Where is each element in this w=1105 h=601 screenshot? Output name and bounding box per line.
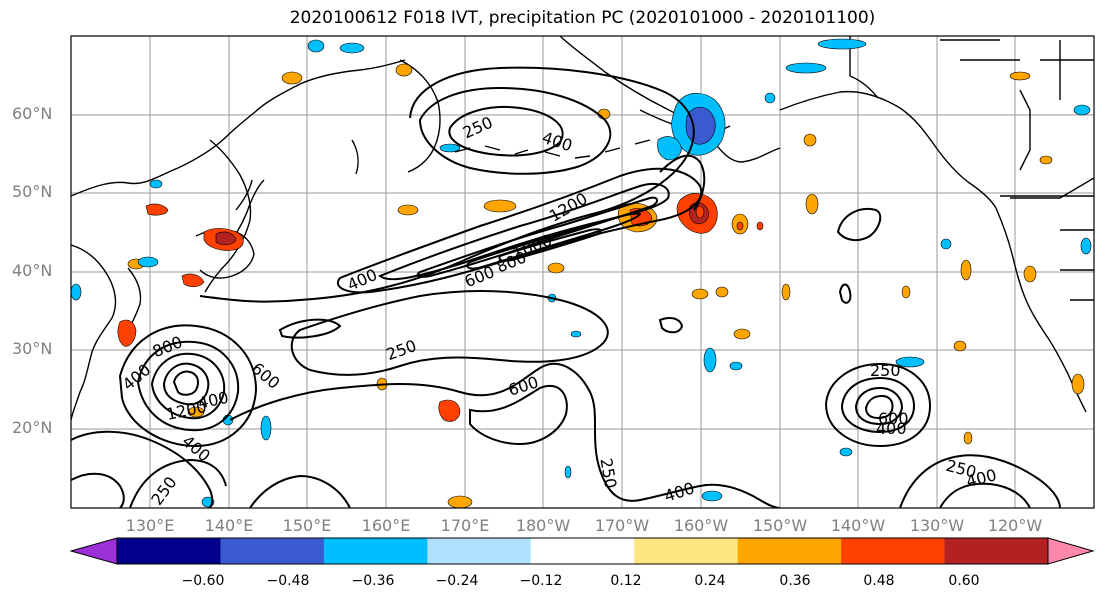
chart-title: 2020100612 F018 IVT, precipitation PC (2…	[289, 8, 876, 28]
colorbar-tick: 0.60	[948, 573, 980, 589]
lon-label: 140°E	[204, 516, 254, 535]
lat-label: 20°N	[12, 418, 53, 437]
lon-label: 130°E	[125, 516, 175, 535]
colorbar-frame	[116, 537, 1049, 565]
colorbar-segment	[220, 538, 325, 564]
colorbar-segment	[117, 538, 221, 564]
colorbar-segment	[323, 538, 428, 564]
contour-label: 600	[878, 409, 909, 428]
colorbar	[70, 537, 1095, 565]
colorbar-tick: 0.12	[610, 573, 642, 589]
colorbar-tick: 0.36	[779, 573, 811, 589]
lon-label: 120°W	[987, 516, 1043, 535]
lat-label: 50°N	[12, 182, 53, 201]
lat-label: 30°N	[12, 339, 53, 358]
lat-label: 40°N	[12, 261, 53, 280]
lat-label: 60°N	[12, 104, 53, 123]
contour-label: 400	[876, 419, 907, 438]
colorbar-segment	[944, 538, 1049, 564]
colorbar-tick: 0.48	[863, 573, 895, 589]
lon-label: 160°E	[361, 516, 411, 535]
lon-label: 170°W	[594, 516, 650, 535]
colorbar-segment	[530, 538, 635, 564]
map-frame	[70, 35, 1095, 509]
lon-label: 170°E	[440, 516, 490, 535]
colorbar-segment	[841, 538, 946, 564]
lon-label: 150°E	[282, 516, 332, 535]
ivt-contours	[71, 66, 1061, 508]
colorbar-segment	[737, 538, 842, 564]
lon-label: 140°W	[830, 516, 886, 535]
colorbar-segment	[427, 538, 532, 564]
colorbar-extend-min	[70, 537, 118, 565]
contour-label: 250	[870, 361, 901, 380]
colorbar-tick: −0.36	[351, 573, 395, 589]
colorbar-tick: 0.24	[694, 573, 726, 589]
lon-label: 130°W	[909, 516, 965, 535]
colorbar-segment	[634, 538, 739, 564]
lon-label: 180°W	[515, 516, 571, 535]
colorbar-tick: −0.48	[266, 573, 310, 589]
colorbar-tick: −0.24	[435, 573, 479, 589]
lon-label: 150°W	[752, 516, 808, 535]
lon-label: 160°W	[673, 516, 729, 535]
colorbar-tick: −0.60	[181, 573, 225, 589]
colorbar-extend-max	[1047, 537, 1095, 565]
colorbar-tick: −0.12	[519, 573, 563, 589]
